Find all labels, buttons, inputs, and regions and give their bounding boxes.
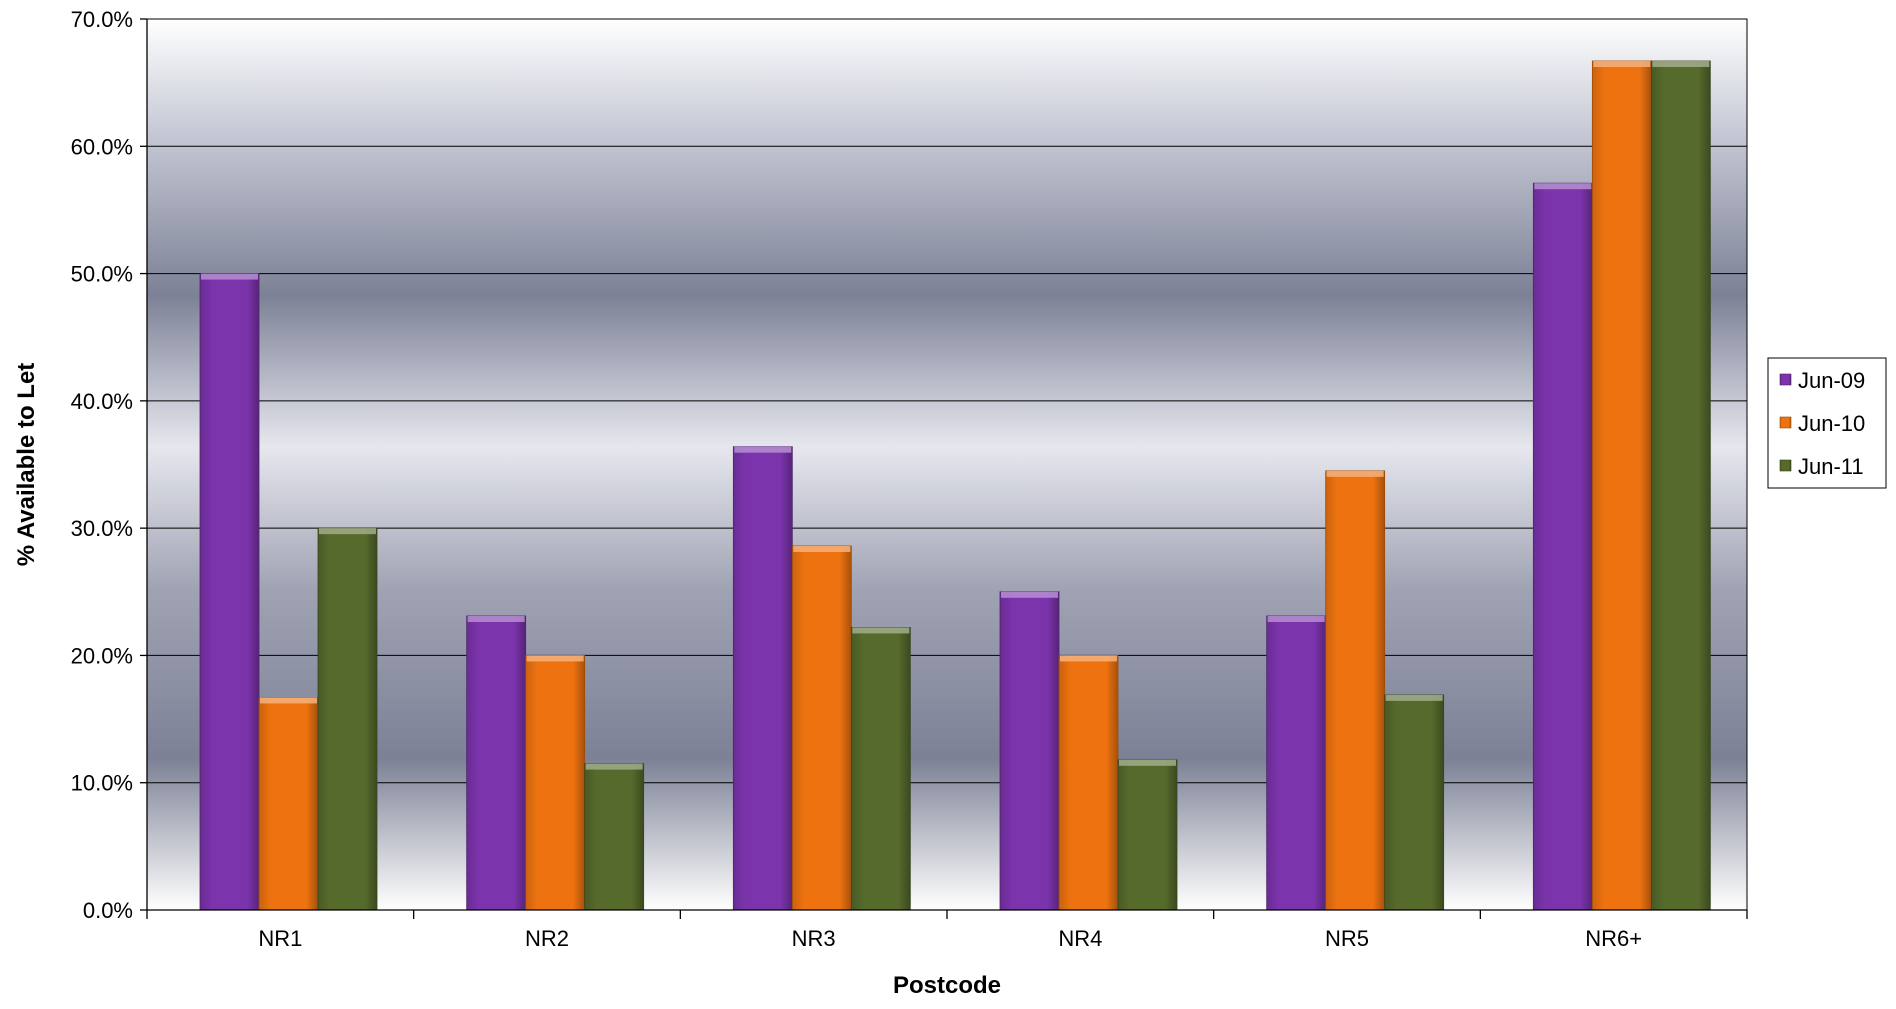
bar-nr1-jun-11 — [317, 527, 378, 911]
bar-top-highlight — [201, 273, 258, 280]
bar-nr2-jun-11 — [584, 763, 645, 911]
bar-nr5-jun-11 — [1384, 694, 1445, 911]
bar-nr1-jun-10 — [258, 697, 319, 911]
grid-lines — [147, 18, 1747, 784]
bar-top-highlight — [467, 615, 525, 622]
bars — [199, 60, 1711, 911]
plot-background — [146, 18, 1748, 911]
bar-nr1-jun-09 — [199, 273, 260, 911]
legend-swatch-jun-11 — [1779, 459, 1792, 472]
legend-label-jun-11: Jun-11 — [1798, 454, 1864, 479]
bar-top-highlight — [319, 528, 376, 535]
bar-top-highlight — [1267, 615, 1325, 622]
bar-top-highlight — [1593, 61, 1651, 68]
legend: Jun-09 Jun-10 Jun-11 — [1767, 357, 1887, 489]
bar-top-highlight — [1534, 183, 1592, 190]
axes — [140, 18, 1748, 919]
x-tick-label: NR4 — [1058, 926, 1102, 951]
x-tick-label: NR6+ — [1585, 926, 1642, 951]
legend-label-jun-10: Jun-10 — [1798, 411, 1865, 436]
x-tick-label: NR3 — [792, 926, 836, 951]
bar-nr4-jun-11 — [1117, 759, 1178, 911]
x-axis-title: Postcode — [893, 972, 1001, 999]
y-tick-label: 40.0% — [71, 389, 133, 414]
legend-label-jun-09: Jun-09 — [1798, 368, 1865, 393]
y-tick-label: 0.0% — [83, 898, 133, 923]
y-tick-label: 30.0% — [71, 516, 133, 541]
bar-nr4-jun-10 — [1058, 655, 1119, 911]
bar-top-highlight — [1652, 61, 1710, 68]
bar-nr3-jun-10 — [791, 545, 852, 911]
bar-nr2-jun-10 — [525, 655, 586, 911]
legend-swatch-jun-09 — [1779, 373, 1792, 386]
y-tick-label: 60.0% — [71, 134, 133, 159]
bar-top-highlight — [585, 763, 643, 770]
x-tick-label: NR1 — [258, 926, 302, 951]
bar-nr6-jun-10 — [1591, 60, 1652, 911]
y-tick-label: 10.0% — [71, 771, 133, 796]
y-tick-labels: 0.0% 10.0% 20.0% 30.0% 40.0% 50.0% 60.0% 70.0% — [71, 7, 133, 923]
bar-top-highlight — [1060, 655, 1117, 662]
y-axis-title: % Available to Let — [13, 363, 40, 567]
bar-top-highlight — [260, 697, 317, 704]
y-tick-label: 20.0% — [71, 643, 133, 668]
bar-top-highlight — [852, 627, 910, 634]
bar-top-highlight — [1119, 759, 1176, 766]
bar-top-highlight — [1385, 694, 1443, 701]
bar-top-highlight — [793, 545, 851, 552]
bar-nr3-jun-09 — [732, 446, 793, 911]
bar-top-highlight — [734, 446, 792, 453]
bar-nr2-jun-09 — [466, 615, 527, 911]
bar-nr5-jun-10 — [1325, 470, 1386, 911]
y-tick-label: 70.0% — [71, 7, 133, 32]
bar-nr6-jun-09 — [1532, 182, 1593, 911]
legend-swatch-jun-10 — [1779, 416, 1792, 429]
x-tick-labels: NR1 NR2 NR3 NR4 NR5 NR6+ — [258, 926, 1642, 951]
bar-top-highlight — [1001, 591, 1058, 598]
bar-top-highlight — [526, 655, 584, 662]
bar-nr6-jun-11 — [1650, 60, 1711, 911]
bar-nr5-jun-09 — [1266, 615, 1327, 911]
x-tick-label: NR2 — [525, 926, 569, 951]
x-tick-label: NR5 — [1325, 926, 1369, 951]
bar-nr3-jun-11 — [850, 627, 911, 911]
y-tick-label: 50.0% — [71, 262, 133, 287]
bar-top-highlight — [1326, 470, 1384, 477]
bar-nr4-jun-09 — [999, 591, 1060, 911]
